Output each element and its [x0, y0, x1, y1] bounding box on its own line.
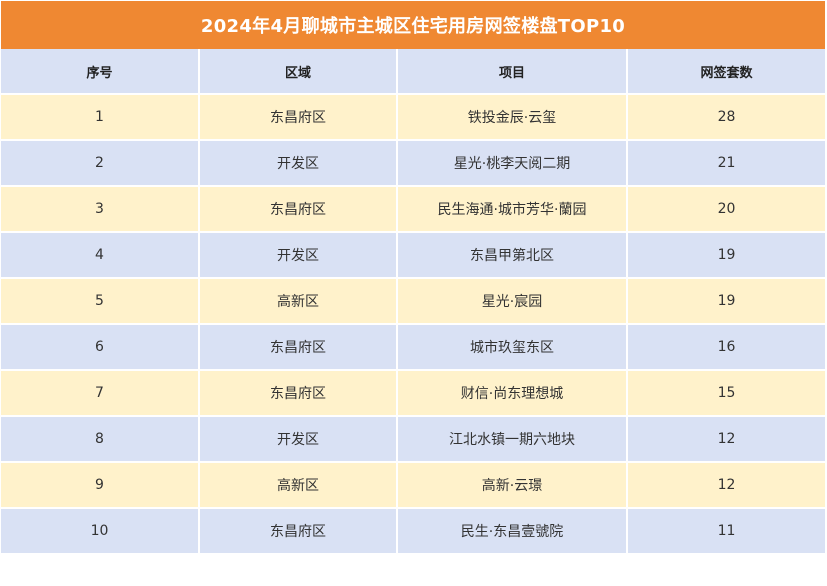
header-project: 项目: [398, 49, 628, 95]
cell-district: 高新区: [200, 279, 398, 325]
cell-count: 28: [628, 95, 825, 141]
cell-district: 开发区: [200, 417, 398, 463]
table-row: 8 开发区 江北水镇一期六地块 12: [1, 417, 825, 463]
cell-rank: 1: [1, 95, 200, 141]
cell-district: 东昌府区: [200, 187, 398, 233]
cell-rank: 5: [1, 279, 200, 325]
table-row: 2 开发区 星光·桃李天阅二期 21: [1, 141, 825, 187]
cell-rank: 8: [1, 417, 200, 463]
cell-district: 高新区: [200, 463, 398, 509]
cell-district: 开发区: [200, 141, 398, 187]
cell-rank: 10: [1, 509, 200, 555]
cell-project: 江北水镇一期六地块: [398, 417, 628, 463]
cell-rank: 2: [1, 141, 200, 187]
table-title: 2024年4月聊城市主城区住宅用房网签楼盘TOP10: [1, 1, 825, 49]
cell-project: 东昌甲第北区: [398, 233, 628, 279]
cell-project: 城市玖玺东区: [398, 325, 628, 371]
cell-count: 21: [628, 141, 825, 187]
header-row: 序号 区域 项目 网签套数: [1, 49, 825, 95]
cell-project: 财信·尚东理想城: [398, 371, 628, 417]
table-row: 10 东昌府区 民生·东昌壹號院 11: [1, 509, 825, 555]
cell-count: 11: [628, 509, 825, 555]
cell-count: 15: [628, 371, 825, 417]
cell-count: 12: [628, 463, 825, 509]
ranking-table: 序号 区域 项目 网签套数 1 东昌府区 铁投金辰·云玺 28 2 开发区 星光…: [1, 49, 825, 555]
cell-district: 东昌府区: [200, 371, 398, 417]
cell-district: 东昌府区: [200, 325, 398, 371]
cell-rank: 3: [1, 187, 200, 233]
cell-count: 12: [628, 417, 825, 463]
cell-rank: 6: [1, 325, 200, 371]
cell-rank: 7: [1, 371, 200, 417]
table-row: 7 东昌府区 财信·尚东理想城 15: [1, 371, 825, 417]
table-row: 4 开发区 东昌甲第北区 19: [1, 233, 825, 279]
cell-district: 东昌府区: [200, 95, 398, 141]
table-row: 1 东昌府区 铁投金辰·云玺 28: [1, 95, 825, 141]
cell-count: 19: [628, 279, 825, 325]
cell-district: 开发区: [200, 233, 398, 279]
header-district: 区域: [200, 49, 398, 95]
table-row: 3 东昌府区 民生海通·城市芳华·蘭园 20: [1, 187, 825, 233]
cell-rank: 9: [1, 463, 200, 509]
table-row: 6 东昌府区 城市玖玺东区 16: [1, 325, 825, 371]
header-count: 网签套数: [628, 49, 825, 95]
table-row: 5 高新区 星光·宸园 19: [1, 279, 825, 325]
cell-count: 20: [628, 187, 825, 233]
cell-project: 铁投金辰·云玺: [398, 95, 628, 141]
header-rank: 序号: [1, 49, 200, 95]
cell-project: 星光·宸园: [398, 279, 628, 325]
cell-project: 民生·东昌壹號院: [398, 509, 628, 555]
cell-project: 高新·云璟: [398, 463, 628, 509]
cell-rank: 4: [1, 233, 200, 279]
cell-count: 19: [628, 233, 825, 279]
table-row: 9 高新区 高新·云璟 12: [1, 463, 825, 509]
cell-district: 东昌府区: [200, 509, 398, 555]
cell-project: 星光·桃李天阅二期: [398, 141, 628, 187]
cell-project: 民生海通·城市芳华·蘭园: [398, 187, 628, 233]
cell-count: 16: [628, 325, 825, 371]
